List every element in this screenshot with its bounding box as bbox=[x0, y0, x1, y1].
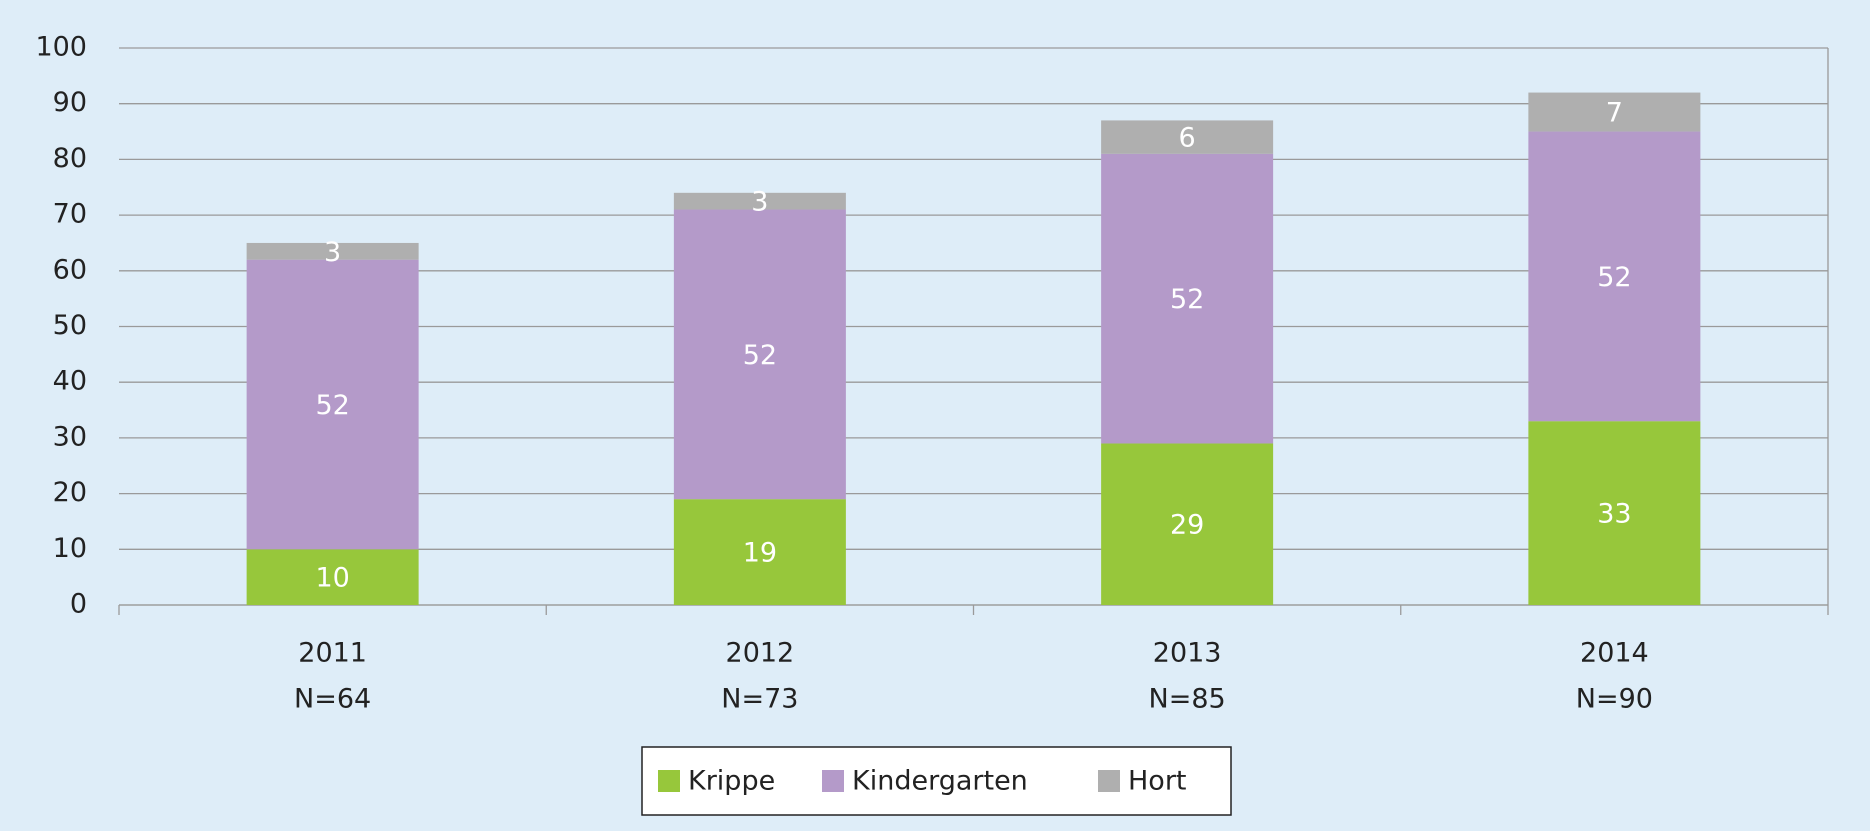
data-label: 33 bbox=[1597, 499, 1631, 530]
x-tick-sublabel: N=85 bbox=[1149, 684, 1226, 715]
y-tick-label: 50 bbox=[53, 310, 87, 341]
bar-segment bbox=[246, 259, 419, 550]
legend-swatch bbox=[822, 770, 844, 792]
y-tick-label: 90 bbox=[53, 87, 87, 118]
legend-swatch bbox=[1098, 770, 1120, 792]
y-tick-label: 60 bbox=[53, 254, 87, 285]
bar-segment bbox=[1528, 92, 1701, 132]
y-tick-label: 10 bbox=[53, 533, 87, 564]
y-tick-label: 40 bbox=[53, 366, 87, 397]
legend-box bbox=[641, 746, 1232, 816]
data-label: 19 bbox=[743, 538, 777, 569]
data-label: 7 bbox=[1606, 98, 1623, 129]
bar-segment bbox=[673, 209, 846, 500]
data-label: 52 bbox=[743, 340, 777, 371]
bar-segment bbox=[1528, 421, 1701, 605]
y-tick-label: 20 bbox=[53, 477, 87, 508]
x-tick-label: 2013 bbox=[1153, 638, 1222, 669]
y-tick-label: 70 bbox=[53, 199, 87, 230]
bar-segment bbox=[1101, 120, 1274, 154]
legend-label: Krippe bbox=[688, 766, 775, 797]
bar-segment bbox=[1101, 443, 1274, 605]
bar-segment bbox=[673, 499, 846, 605]
y-tick-label: 100 bbox=[35, 32, 87, 63]
bar-segment bbox=[673, 192, 846, 210]
data-label: 52 bbox=[315, 390, 349, 421]
data-label: 3 bbox=[751, 187, 768, 218]
x-tick-sublabel: N=73 bbox=[721, 684, 798, 715]
legend-swatch bbox=[658, 770, 680, 792]
data-label: 29 bbox=[1170, 510, 1204, 541]
data-label: 52 bbox=[1170, 284, 1204, 315]
legend-label: Hort bbox=[1128, 766, 1187, 797]
data-label: 6 bbox=[1179, 123, 1196, 154]
x-tick-sublabel: N=90 bbox=[1576, 684, 1653, 715]
y-tick-label: 80 bbox=[53, 143, 87, 174]
y-tick-label: 30 bbox=[53, 421, 87, 452]
y-tick-label: 0 bbox=[70, 589, 87, 620]
x-tick-label: 2011 bbox=[298, 638, 367, 669]
x-tick-label: 2014 bbox=[1580, 638, 1649, 669]
x-tick-sublabel: N=64 bbox=[294, 684, 371, 715]
data-label: 10 bbox=[315, 563, 349, 594]
bar-segment bbox=[246, 242, 419, 260]
x-tick-label: 2012 bbox=[726, 638, 795, 669]
bar-segment bbox=[1528, 131, 1701, 422]
legend-label: Kindergarten bbox=[852, 766, 1028, 797]
bar-segment bbox=[246, 549, 419, 605]
bar-segment bbox=[1101, 153, 1274, 444]
data-label: 52 bbox=[1597, 262, 1631, 293]
data-label: 3 bbox=[324, 237, 341, 268]
